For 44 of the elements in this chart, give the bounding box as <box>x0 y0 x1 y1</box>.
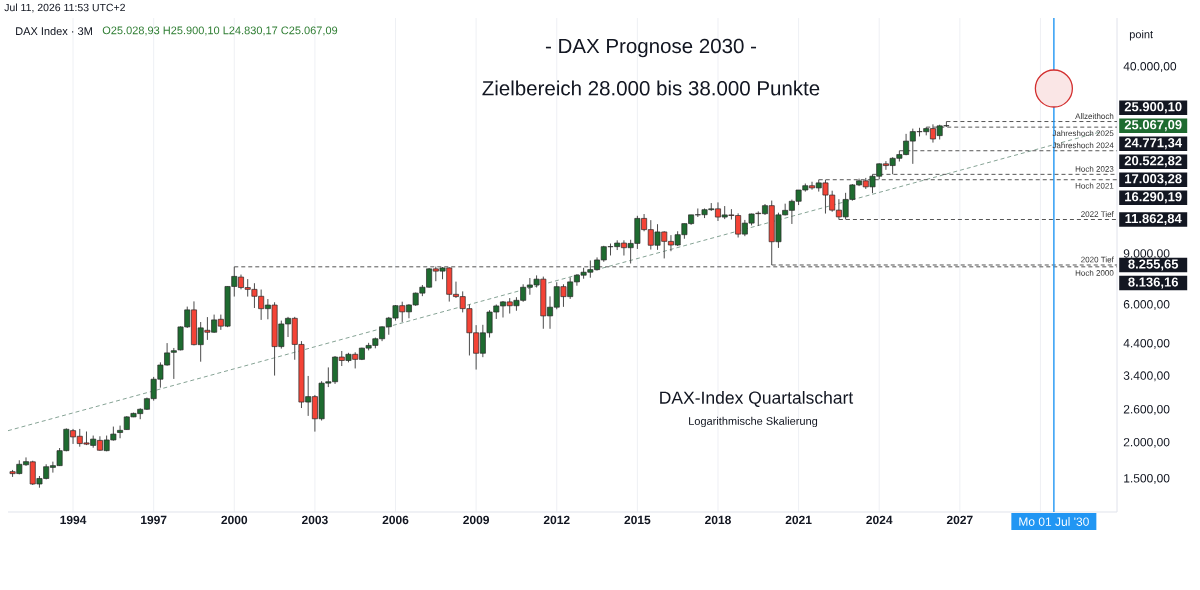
series-label: Hoch 2023 <box>1075 165 1114 172</box>
data-label: 16.290,19 <box>1125 192 1182 204</box>
x-tick-label: 2024 <box>866 515 893 525</box>
x-tick-label: 2021 <box>785 515 812 525</box>
series-label: Hoch 2000 <box>1075 269 1114 276</box>
annotation: O25.028,93 H25.900,10 L24.830,17 C25.067,09 <box>102 26 338 36</box>
text: 25.067,09 <box>1124 120 1182 132</box>
y-axis-title: point <box>1129 30 1153 41</box>
y-tick-label: 2.600,00 <box>1123 405 1170 415</box>
annotation: DAX-Index Quartalschart <box>660 390 854 407</box>
series-label: 2022 Tief <box>1081 211 1114 217</box>
data-label: 8.255,65 <box>1128 259 1179 271</box>
x-tick-label: 2018 <box>705 515 731 525</box>
x-tick-label: 2015 <box>624 515 651 525</box>
series-label: Hoch 2021 <box>1075 182 1114 189</box>
annotation: Logarithmische Skalierung <box>689 416 818 428</box>
data-label: 20.522,82 <box>1124 156 1182 168</box>
x-tick-label: 2009 <box>463 515 490 525</box>
text: - DAX Prognose 2030 - <box>545 38 757 58</box>
data-label: 24.771,34 <box>1124 138 1183 150</box>
series-label: 2020 Tief <box>1081 256 1114 263</box>
y-tick-label: 1.500,00 <box>1124 474 1170 484</box>
y-tick-label: 9.000,00 <box>1123 249 1170 260</box>
text: Zielbereich 28.000 bis 38.000 Punkte <box>482 80 820 96</box>
y-tick-label: 4.400,00 <box>1123 339 1170 349</box>
data-label: 11.862,84 <box>1125 213 1182 226</box>
annotation: DAX Index · 3M <box>16 26 92 36</box>
x-tick-label: 2000 <box>221 515 248 525</box>
data-label: 8.136,16 <box>1128 277 1179 289</box>
data-label: 17.003,28 <box>1125 174 1182 186</box>
x-tick-label: 2027 <box>946 515 973 525</box>
x-tick-label: 2012 <box>543 515 570 525</box>
y-tick-label: 40.000,00 <box>1123 62 1177 72</box>
y-tick-label: 2.000,00 <box>1123 437 1170 448</box>
x-tick-label: 1997 <box>141 515 167 525</box>
x-tick-label: 2006 <box>382 515 409 525</box>
text: Jul 11, 2026 11:53 UTC+2 <box>4 3 125 13</box>
series-label: Allzeithoch <box>1075 113 1114 119</box>
ref-line-label: Mo 01 Jul '30 <box>1019 517 1089 526</box>
x-tick-label: 1994 <box>60 515 87 525</box>
y-tick-label: 3.400,00 <box>1123 371 1170 382</box>
y-tick-label: 6.000,00 <box>1123 300 1170 310</box>
data-label: 25.900,10 <box>1124 102 1182 114</box>
x-tick-label: 2003 <box>301 515 328 525</box>
